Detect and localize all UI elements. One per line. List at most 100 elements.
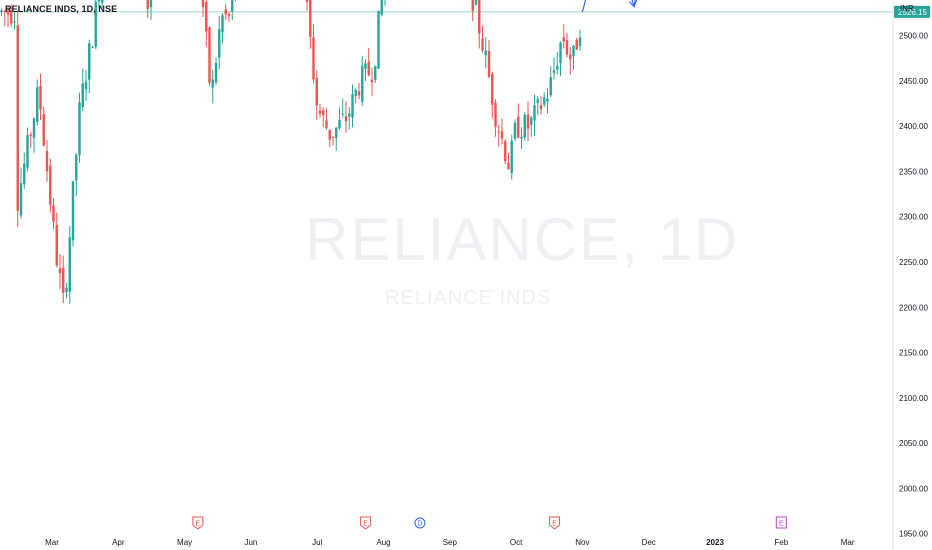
price-tick-label: 2500.00 xyxy=(899,32,928,41)
candle-body xyxy=(205,1,208,32)
candle-body xyxy=(530,117,533,125)
time-tick-label: Sep xyxy=(443,538,458,547)
candle-body xyxy=(478,0,481,34)
candle-body xyxy=(562,37,565,42)
candle-body xyxy=(513,122,517,139)
candle-body xyxy=(341,113,344,115)
candle-body xyxy=(318,110,322,114)
earnings-marker[interactable] xyxy=(192,516,204,530)
candle-body xyxy=(91,47,94,49)
candle-body xyxy=(556,65,559,70)
candle-body xyxy=(23,163,26,185)
path-segment xyxy=(581,0,587,13)
time-tick-label: Jun xyxy=(244,538,257,547)
candle-body xyxy=(510,140,513,173)
earnings-marker[interactable] xyxy=(549,516,561,530)
candle-body xyxy=(45,151,49,172)
candle-body xyxy=(338,119,341,129)
candle-body xyxy=(68,237,71,292)
time-tick-label: Mar xyxy=(45,538,59,547)
time-tick-label: Oct xyxy=(510,538,523,547)
candle-body xyxy=(84,81,88,90)
candle-body xyxy=(348,113,351,117)
candle-body xyxy=(65,288,68,293)
candle-body xyxy=(374,66,377,81)
candle-body xyxy=(75,154,78,181)
candle-body xyxy=(552,70,556,73)
candle-body xyxy=(16,25,19,211)
candle-body xyxy=(19,183,23,216)
candle-body xyxy=(214,63,218,83)
price-tick-label: 2250.00 xyxy=(899,258,928,267)
path-segment xyxy=(631,0,635,7)
candle-body xyxy=(481,38,484,51)
dividend-marker[interactable] xyxy=(414,517,426,529)
candle-body xyxy=(315,77,318,106)
candle-body xyxy=(364,63,367,70)
time-tick-label: Aug xyxy=(376,538,390,547)
candle-body xyxy=(146,0,149,10)
candle-body xyxy=(6,10,10,15)
candle-body xyxy=(559,42,562,64)
candle-body xyxy=(328,129,331,140)
event-letter: E xyxy=(552,521,557,528)
path-segment xyxy=(633,0,638,7)
event-letter: E xyxy=(779,521,784,528)
candle-body xyxy=(539,105,543,110)
candle-body xyxy=(474,0,478,5)
candle-body xyxy=(26,134,29,168)
candle-body xyxy=(88,43,91,80)
candle-body xyxy=(520,136,523,139)
candle-body xyxy=(377,10,380,69)
price-tick-label: 1950.00 xyxy=(899,530,928,539)
candle-body xyxy=(471,0,474,11)
event-letter: E xyxy=(363,521,368,528)
candle-body xyxy=(218,29,221,58)
time-axis[interactable]: Mar Apr May Jun Jul Aug Sep Oct Nov Dec 2023 Feb Mar xyxy=(45,538,855,547)
candle-body xyxy=(309,0,312,37)
candle-body xyxy=(32,118,36,138)
candle-body xyxy=(370,79,374,83)
time-tick-label: Dec xyxy=(642,538,656,547)
candle-body xyxy=(344,116,348,122)
earnings-marker[interactable] xyxy=(360,516,372,530)
candle-body xyxy=(55,224,58,266)
candle-body xyxy=(78,102,81,156)
candle-body xyxy=(0,10,3,13)
candle-body xyxy=(10,12,13,24)
candle-body xyxy=(533,105,536,121)
candle-body xyxy=(517,116,520,138)
time-tick-label: Nov xyxy=(575,538,589,547)
currency-label: INR xyxy=(900,4,914,13)
earnings-marker[interactable] xyxy=(775,516,787,529)
candle-body xyxy=(227,13,231,16)
projected-path xyxy=(581,0,638,13)
price-tick-label: 2100.00 xyxy=(899,394,928,403)
candle-body xyxy=(575,39,578,50)
candle-body xyxy=(325,120,328,129)
candle-body xyxy=(523,114,526,138)
candle-body xyxy=(13,21,16,23)
candle-body xyxy=(58,268,62,274)
candle-body xyxy=(312,37,315,80)
candle-body xyxy=(201,0,205,7)
time-tick-label: 2023 xyxy=(706,538,724,547)
price-tick-label: 2350.00 xyxy=(899,167,928,176)
price-tick-label: 2200.00 xyxy=(899,303,928,312)
price-tick-label: 2000.00 xyxy=(899,484,928,493)
time-tick-label: Feb xyxy=(774,538,788,547)
candle-body xyxy=(497,131,500,133)
time-tick-label: Jul xyxy=(312,538,322,547)
candle-body xyxy=(361,65,364,102)
candle-body xyxy=(62,267,65,293)
candle-body xyxy=(507,162,510,170)
candle-body xyxy=(543,97,546,105)
price-axis[interactable]: 1950.00 2000.00 2050.00 2100.00 2150.00 2200.… xyxy=(899,0,928,539)
candle-body xyxy=(42,114,45,146)
price-tick-label: 2400.00 xyxy=(899,122,928,131)
candle-body xyxy=(331,136,335,138)
candle-body xyxy=(565,40,569,55)
candle-body xyxy=(305,0,309,2)
